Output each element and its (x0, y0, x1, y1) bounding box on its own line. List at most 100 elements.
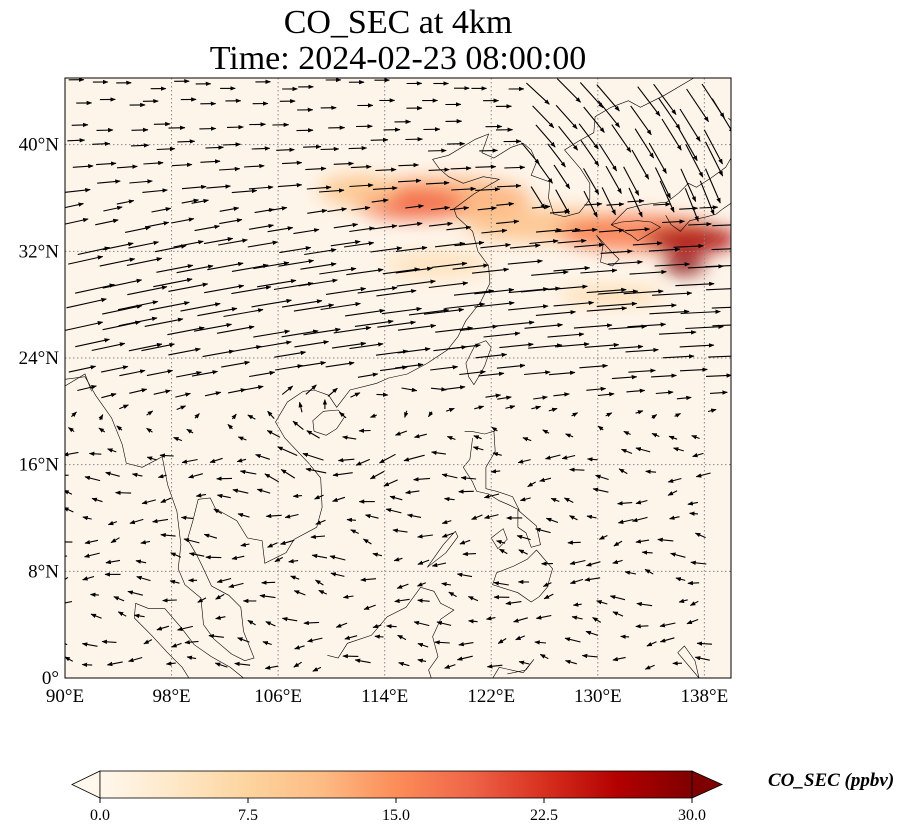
wind-arrow (75, 338, 110, 348)
wind-arrow (350, 529, 359, 534)
colorbar-extend-max (691, 770, 723, 799)
lon-tick-label: 98°E (152, 686, 190, 707)
wind-arrow (186, 655, 197, 660)
wind-arrow (711, 306, 731, 309)
wind-arrow (579, 82, 604, 109)
wind-arrow (221, 360, 251, 368)
wind-arrow (303, 144, 322, 149)
wind-arrow (267, 410, 275, 419)
wind-arrow (467, 595, 479, 602)
wind-arrow (572, 227, 598, 233)
wind-arrow (548, 284, 588, 291)
wind-arrow (475, 164, 497, 169)
wind-arrow (496, 219, 520, 224)
wind-arrow (65, 656, 74, 662)
wind-arrow (428, 411, 434, 418)
wind-arrow (509, 243, 541, 249)
wind-arrow (350, 392, 361, 398)
lon-tick-label: 114°E (361, 686, 408, 707)
wind-arrow (637, 86, 661, 117)
wind-arrow (617, 501, 633, 506)
wind-arrow (624, 570, 637, 575)
wind-arrow (288, 558, 299, 564)
lon-tick-label: 138°E (681, 686, 729, 707)
wind-arrow (696, 641, 713, 646)
wind-arrow (372, 623, 382, 629)
lat-tick-label: 24°N (19, 348, 60, 369)
wind-arrow (277, 182, 303, 188)
wind-arrow (679, 367, 708, 372)
wind-arrow (548, 407, 558, 412)
wind-arrow (332, 472, 353, 477)
wind-arrow (596, 84, 620, 112)
wind-arrow (117, 300, 159, 311)
wind-arrow (231, 188, 258, 194)
wind-arrow (694, 532, 706, 539)
wind-arrow (370, 246, 403, 253)
wind-arrow (300, 262, 337, 270)
wind-arrow (357, 372, 379, 378)
wind-arrow (430, 387, 447, 392)
wind-arrow (293, 590, 306, 596)
wind-arrow (571, 412, 579, 418)
wind-arrow (116, 425, 123, 431)
wind-arrow (557, 238, 587, 244)
wind-arrow (354, 658, 371, 664)
wind-arrow (679, 206, 699, 211)
wind-arrow (535, 124, 556, 148)
wind-arrow (383, 479, 398, 487)
wind-arrow (144, 317, 184, 327)
wind-arrow (253, 261, 290, 270)
wind-arrow (74, 283, 116, 294)
wind-arrow (320, 146, 340, 152)
wind-arrow (274, 350, 307, 358)
wind-arrow (707, 408, 717, 413)
wind-arrow (613, 540, 623, 547)
wind-arrow (688, 221, 712, 227)
wind-arrow (435, 326, 474, 333)
wind-arrow (444, 302, 486, 310)
wind-arrow (628, 187, 643, 218)
wind-arrow (456, 655, 473, 661)
wind-arrow (600, 249, 633, 254)
wind-arrow (548, 370, 576, 376)
wind-arrow (186, 428, 194, 434)
wind-arrow (306, 430, 320, 439)
wind-arrow (77, 246, 111, 256)
wind-arrow (564, 659, 577, 665)
wind-arrow (325, 361, 355, 368)
wind-arrow (315, 519, 326, 525)
wind-arrow (605, 412, 613, 418)
wind-arrow (344, 635, 358, 640)
wind-arrow (531, 270, 569, 276)
wind-arrow (234, 661, 251, 667)
wind-arrow (504, 165, 526, 170)
wind-arrow (659, 637, 675, 643)
wind-arrow (635, 447, 651, 453)
wind-arrow (119, 369, 146, 377)
wind-arrow (554, 342, 590, 348)
wind-arrow (496, 201, 515, 207)
wind-arrow (219, 218, 243, 225)
wind-arrow (267, 226, 294, 233)
wind-arrow (571, 615, 583, 620)
wind-arrow (159, 453, 174, 458)
colorbar-tick-label: 22.5 (530, 807, 558, 824)
wind-arrow (293, 303, 335, 312)
wind-arrow (153, 389, 171, 395)
wind-arrow (156, 625, 170, 631)
coastline-segment (610, 220, 661, 242)
wind-arrow (692, 452, 704, 458)
wind-arrow (310, 534, 326, 539)
coastline-segment (427, 530, 459, 568)
wind-arrow (475, 352, 508, 359)
wind-arrow (175, 392, 191, 398)
wind-arrow (82, 575, 95, 581)
wind-arrow (569, 559, 586, 566)
wind-arrow (544, 454, 561, 460)
coastline-segment (492, 549, 553, 603)
wind-arrow (539, 477, 552, 482)
wind-arrow (431, 261, 468, 268)
wind-arrow (228, 582, 244, 589)
